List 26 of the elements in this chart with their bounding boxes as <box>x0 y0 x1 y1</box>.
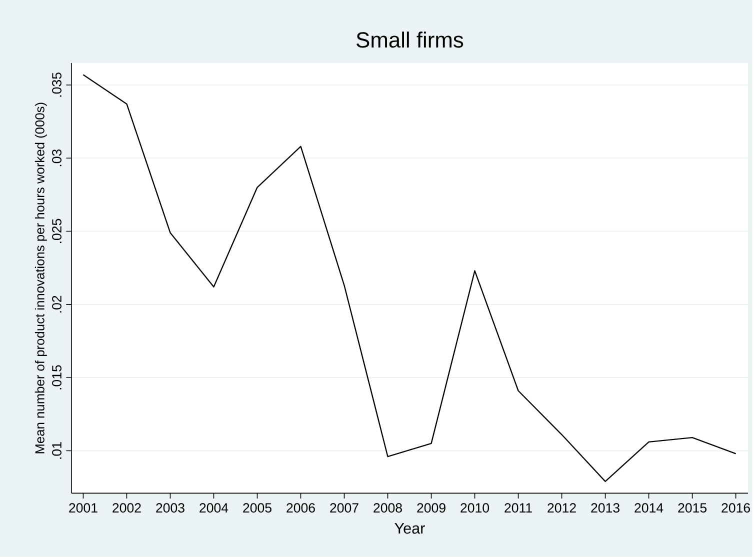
x-tick-label: 2004 <box>200 503 228 513</box>
x-axis-title: Year <box>394 523 425 534</box>
y-tick-label: .02 <box>52 296 62 312</box>
y-tick-label: .01 <box>52 442 62 459</box>
y-tick-label: .03 <box>52 149 62 166</box>
x-tick-label: 2011 <box>504 503 532 513</box>
chart-title: Small firms <box>356 32 464 48</box>
x-tick-label: 2010 <box>460 503 490 513</box>
y-tick-label: .025 <box>52 218 62 244</box>
x-tick-label: 2015 <box>678 503 707 513</box>
x-tick-label: 2002 <box>112 503 141 513</box>
x-tick-label: 2001 <box>69 503 98 513</box>
line-series <box>82 74 736 482</box>
x-tick-label: 2016 <box>722 503 750 513</box>
x-tick-label: 2013 <box>591 503 620 513</box>
y-tick-label: .015 <box>52 365 62 390</box>
x-tick-label: 2006 <box>286 503 315 513</box>
x-tick-label: 2005 <box>243 503 272 513</box>
x-tick-label: 2014 <box>634 503 664 513</box>
y-axis-title: Mean number of product innovations per hours worked (000s) <box>34 102 47 454</box>
y-tick-label: .035 <box>52 72 62 97</box>
x-tick-label: 2003 <box>156 503 184 513</box>
x-tick-label: 2009 <box>417 503 446 513</box>
x-tick-label: 2012 <box>548 503 576 513</box>
x-tick-label: 2008 <box>374 503 402 513</box>
x-tick-label: 2007 <box>330 503 358 513</box>
